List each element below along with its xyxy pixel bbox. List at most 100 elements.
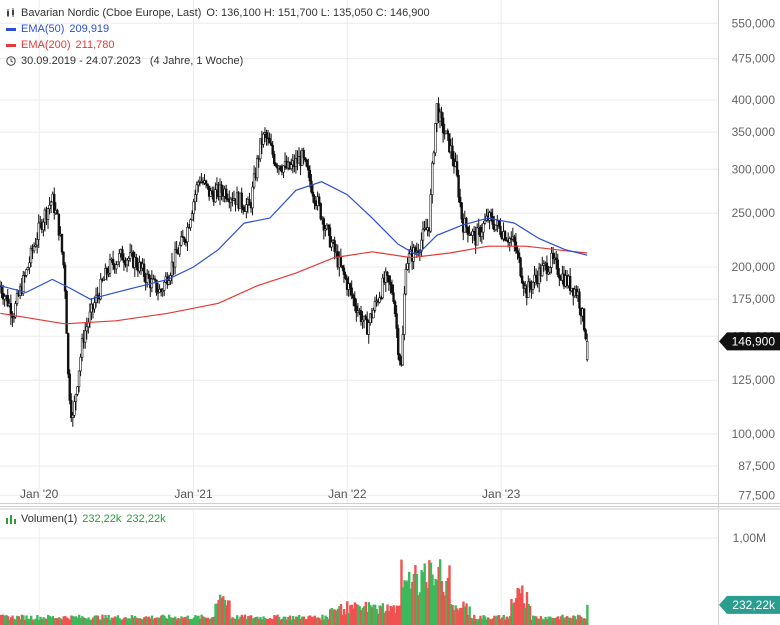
candle-body xyxy=(6,295,9,307)
candle-body xyxy=(352,294,355,299)
ema200-row: EMA(200) 211,780 xyxy=(6,37,430,53)
candle-body xyxy=(440,111,443,119)
candle-body xyxy=(404,269,408,295)
candle-body xyxy=(489,212,493,217)
candle-body xyxy=(259,138,262,160)
volume-bar xyxy=(141,619,144,625)
candle-body xyxy=(393,301,397,315)
candle-body xyxy=(155,279,158,293)
volume-bar xyxy=(239,616,242,625)
candle-body xyxy=(578,291,581,309)
candle-body xyxy=(183,237,186,243)
y-tick-label: 475,000 xyxy=(732,52,776,66)
ema50-swatch xyxy=(6,27,16,31)
candle-body xyxy=(457,174,460,198)
candle-body xyxy=(304,157,307,161)
volume-bar xyxy=(157,617,160,625)
volume-bar xyxy=(158,617,161,625)
volume-bar xyxy=(370,607,374,625)
candle-body xyxy=(181,236,185,238)
volume-bar xyxy=(350,604,354,625)
candle-body xyxy=(26,267,30,271)
candle-body xyxy=(118,253,121,263)
candle-body xyxy=(274,163,277,167)
volume-bar xyxy=(195,616,199,625)
candle-body xyxy=(390,284,394,294)
volume-bar xyxy=(79,617,82,625)
candle-body xyxy=(23,275,26,277)
volume-bar xyxy=(378,605,381,625)
candle-body xyxy=(87,322,90,328)
volume-bar xyxy=(251,618,254,625)
volume-bar xyxy=(465,603,468,625)
volume-bar xyxy=(188,619,191,625)
volume-bar xyxy=(338,606,341,625)
volume-bar xyxy=(325,616,329,625)
volume-bar xyxy=(212,616,216,625)
candle-body xyxy=(29,248,33,264)
volume-bar xyxy=(147,616,151,625)
volume-bar xyxy=(319,619,323,625)
candle-body xyxy=(14,303,17,318)
volume-bar xyxy=(404,581,408,625)
candle-body xyxy=(279,165,282,171)
volume-bar xyxy=(228,600,231,625)
candle-body xyxy=(96,294,99,297)
volume-bar xyxy=(132,617,135,625)
candle-body xyxy=(319,203,322,220)
volume-bar xyxy=(119,619,123,625)
volume-bar xyxy=(191,619,194,625)
volume-bar xyxy=(39,616,42,625)
volume-bar xyxy=(279,619,282,625)
volume-bar xyxy=(73,616,76,625)
candle-body xyxy=(77,370,81,387)
candle-body xyxy=(248,199,251,206)
volume-bar xyxy=(476,619,479,625)
volume-bar xyxy=(403,580,406,625)
volume-bar xyxy=(330,608,333,625)
volume-bar xyxy=(138,618,141,625)
volume-bar xyxy=(570,618,574,625)
volume-bar xyxy=(480,618,484,625)
volume-bar xyxy=(68,619,72,625)
volume-bar xyxy=(372,604,375,625)
volume-bar xyxy=(456,608,459,625)
candle-body xyxy=(25,269,28,276)
candle-body xyxy=(519,257,522,277)
y-tick-label: 175,000 xyxy=(732,292,776,306)
volume-bar xyxy=(497,615,501,625)
volume-bar xyxy=(468,606,471,625)
volume-bar xyxy=(291,616,295,625)
volume-bar xyxy=(160,615,163,625)
candle-body xyxy=(455,161,459,176)
volume-bar xyxy=(51,615,55,625)
y-tick-label: 550,000 xyxy=(732,16,776,30)
volume-bar xyxy=(329,609,332,625)
candle-body xyxy=(516,250,519,254)
candle-body xyxy=(163,281,166,291)
volume-bar xyxy=(344,614,347,625)
candle-body xyxy=(361,319,364,322)
volume-bar xyxy=(547,616,550,625)
volume-bar xyxy=(356,604,360,625)
volume-bar xyxy=(170,617,174,625)
volume-bar xyxy=(0,614,3,625)
candle-body xyxy=(302,150,305,159)
volume-bar xyxy=(240,614,244,625)
volume-bar xyxy=(381,603,385,625)
volume-bar xyxy=(479,615,482,625)
candle-body xyxy=(307,166,310,171)
volume-bar xyxy=(155,617,158,625)
x-tick-label: Jan '22 xyxy=(328,487,367,501)
volume-bar xyxy=(115,617,118,625)
candle-body xyxy=(122,259,126,263)
volume-bar xyxy=(539,616,543,625)
volume-bar xyxy=(50,617,53,625)
candle-body xyxy=(32,246,36,252)
candle-body xyxy=(22,275,25,294)
volume-bar xyxy=(392,605,395,625)
candle-body xyxy=(494,224,497,231)
volume-bar xyxy=(302,616,306,625)
candle-body xyxy=(497,220,501,227)
